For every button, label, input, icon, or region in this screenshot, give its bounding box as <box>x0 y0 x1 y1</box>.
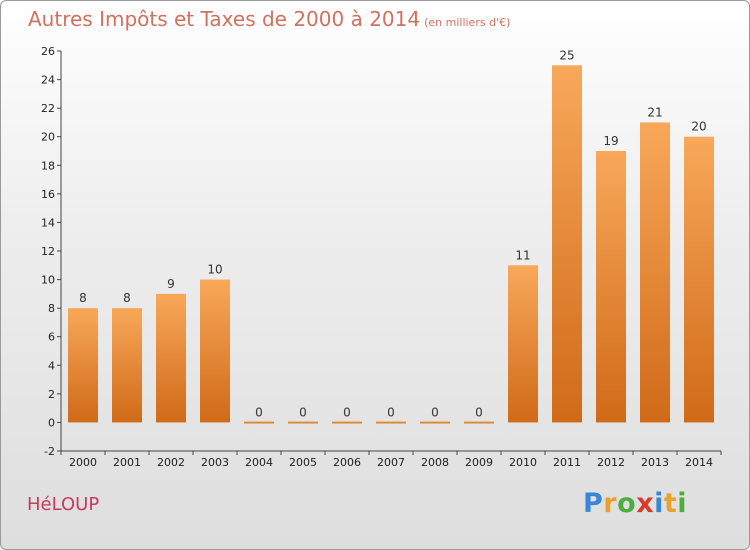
bar <box>376 421 406 424</box>
bar <box>640 122 670 423</box>
y-tick-label: 6 <box>48 331 55 344</box>
bar-value-label: 19 <box>603 134 618 148</box>
y-tick-label: -2 <box>44 445 55 458</box>
y-tick-label: 26 <box>41 45 55 58</box>
bar <box>156 293 186 423</box>
bar-value-label: 10 <box>207 263 222 277</box>
x-tick-label: 2013 <box>641 456 669 469</box>
chart-title: Autres Impôts et Taxes de 2000 à 2014 (en… <box>28 7 510 31</box>
bar-value-label: 21 <box>647 105 662 119</box>
x-tick-label: 2010 <box>509 456 537 469</box>
x-tick-label: 2004 <box>245 456 273 469</box>
bar <box>552 65 582 423</box>
y-tick-label: 18 <box>41 159 55 172</box>
proxiti-logo: Proxiti <box>583 488 687 519</box>
chart-unit: (en milliers d'€) <box>424 16 511 29</box>
x-tick-label: 2011 <box>553 456 581 469</box>
logo-letter: r <box>603 488 618 519</box>
x-tick-label: 2002 <box>157 456 185 469</box>
bar <box>244 421 274 424</box>
y-tick-label: 22 <box>41 102 55 115</box>
bar <box>596 151 626 423</box>
bar-value-label: 0 <box>475 405 483 419</box>
bar <box>332 421 362 424</box>
bar <box>508 265 538 423</box>
bar <box>420 421 450 424</box>
bar <box>68 308 98 423</box>
bar <box>464 421 494 424</box>
x-tick-label: 2005 <box>289 456 317 469</box>
x-tick-label: 2006 <box>333 456 361 469</box>
bar-value-label: 0 <box>343 405 351 419</box>
commune-name: HéLOUP <box>27 494 100 515</box>
bar <box>684 136 714 423</box>
y-tick-label: 24 <box>41 74 55 87</box>
x-tick-label: 2008 <box>421 456 449 469</box>
x-tick-label: 2001 <box>113 456 141 469</box>
x-tick-label: 2003 <box>201 456 229 469</box>
bar <box>288 421 318 424</box>
y-tick-label: 2 <box>48 388 55 401</box>
x-tick-label: 2007 <box>377 456 405 469</box>
y-tick-label: 0 <box>48 416 55 429</box>
bar-value-label: 0 <box>299 405 307 419</box>
bar <box>200 279 230 423</box>
logo-letter: x <box>636 488 655 519</box>
bar-value-label: 0 <box>255 405 263 419</box>
y-tick-label: 10 <box>41 274 55 287</box>
bar-value-label: 0 <box>387 405 395 419</box>
y-tick-label: 20 <box>41 131 55 144</box>
bar-value-label: 20 <box>691 120 706 134</box>
x-tick-label: 2012 <box>597 456 625 469</box>
y-tick-label: 4 <box>48 359 55 372</box>
bar-value-label: 9 <box>167 277 175 291</box>
x-tick-label: 2014 <box>685 456 713 469</box>
bar-value-label: 8 <box>123 291 131 305</box>
bar-value-label: 8 <box>79 291 87 305</box>
chart-title-text: Autres Impôts et Taxes de 2000 à 2014 <box>28 7 421 31</box>
y-tick-label: 8 <box>48 302 55 315</box>
bar-value-label: 11 <box>515 248 530 262</box>
y-tick-label: 16 <box>41 188 55 201</box>
y-tick-label: 12 <box>41 245 55 258</box>
x-tick-label: 2009 <box>465 456 493 469</box>
y-tick-label: 14 <box>41 216 55 229</box>
x-tick-label: 2000 <box>69 456 97 469</box>
logo-letter: i <box>677 488 688 519</box>
logo-letter: P <box>583 488 604 519</box>
logo-letter: o <box>617 488 637 519</box>
bar-value-label: 25 <box>559 48 574 62</box>
bar-value-label: 0 <box>431 405 439 419</box>
logo-letter: t <box>663 488 678 519</box>
logo-letter: i <box>654 488 664 519</box>
bar <box>112 308 142 423</box>
